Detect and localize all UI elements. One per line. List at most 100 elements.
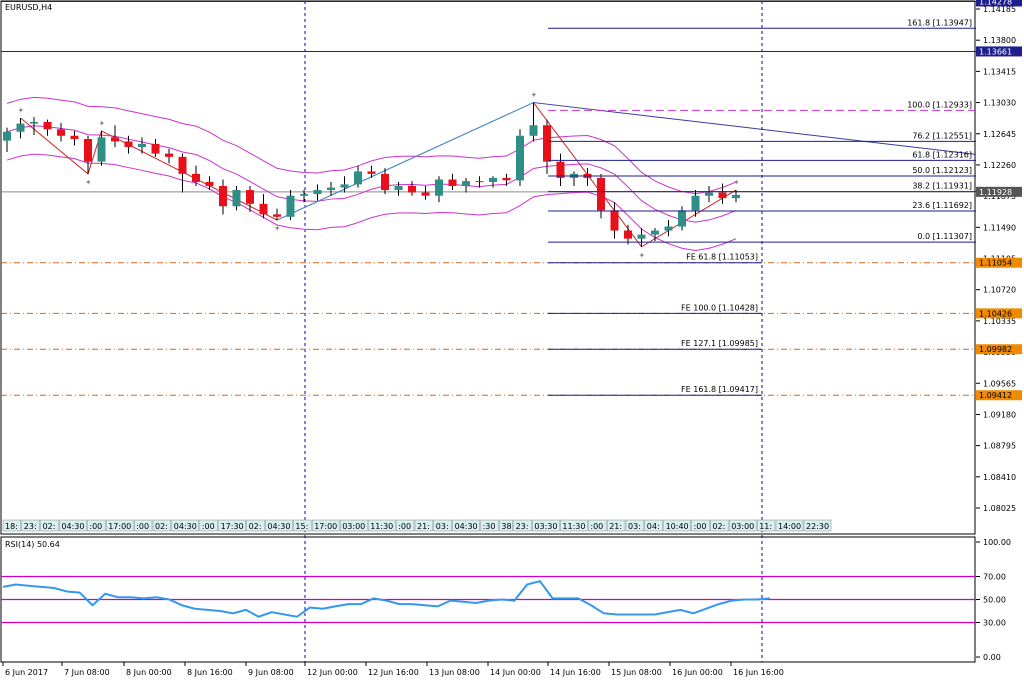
session-label: :00 (590, 522, 603, 531)
session-cell (367, 519, 396, 532)
chart-title: EURUSD,H4 (5, 3, 53, 12)
x-axis-label: 13 Jun 08:00 (429, 668, 480, 677)
session-label: 02: (43, 522, 56, 531)
session-label: 03: (628, 522, 641, 531)
y-axis-label: 1.13800 (983, 36, 1016, 45)
x-axis-label: 16 Jun 00:00 (672, 668, 723, 677)
fibo-level-label: 161.8 [1.13947] (907, 18, 972, 27)
x-axis-label: 9 Jun 08:00 (248, 668, 294, 677)
session-label: 10:40 (666, 522, 689, 531)
bear-candle (259, 203, 268, 215)
fe-price-tag (976, 308, 1022, 319)
fe-price-tag-label: 1.09412 (979, 391, 1012, 400)
bull-candle (529, 125, 538, 136)
session-label: 21: (609, 522, 622, 531)
price-level-tag (976, 46, 1022, 57)
bull-candle (435, 179, 443, 196)
session-cell (171, 519, 200, 532)
session-label: 17:30 (221, 522, 244, 531)
y-axis-label: 1.08795 (983, 442, 1016, 451)
session-label: 11:30 (370, 522, 393, 531)
trend-line (533, 102, 977, 155)
rsi-label: RSI(14) 50.64 (5, 540, 60, 549)
bear-candle (718, 192, 727, 199)
session-label: 18: (5, 522, 18, 531)
session-label: 02: (712, 522, 725, 531)
x-axis-label: 12 Jun 16:00 (368, 668, 419, 677)
session-label: 15: (295, 522, 308, 531)
fe-level-label: FE 127.1 [1.09985] (681, 339, 758, 348)
bear-candle (43, 122, 52, 130)
bull-candle (286, 195, 295, 217)
fibo-level-label: 50.0 [1.12123] (912, 166, 972, 175)
session-label: 22:30 (806, 522, 829, 531)
bull-candle (691, 195, 700, 211)
bull-candle (664, 226, 673, 231)
session-cell (414, 519, 434, 532)
y-axis-label: 1.12260 (983, 161, 1016, 170)
session-cell (265, 519, 293, 532)
session-label: 02: (155, 522, 168, 531)
bull-candle (313, 190, 322, 195)
session-label: 03:00 (731, 522, 754, 531)
y-axis-label: 1.13030 (983, 99, 1016, 108)
rsi-line (2, 579, 771, 618)
session-label: 03:30 (534, 522, 557, 531)
bull-candle (732, 194, 740, 199)
session-label: 04: (647, 522, 660, 531)
x-axis-label: 7 Jun 08:00 (64, 668, 110, 677)
rsi-axis-label: 100.00 (983, 538, 1011, 547)
session-cell (756, 519, 776, 532)
session-cell (87, 519, 106, 532)
session-cell (728, 519, 757, 532)
bull-candle (651, 230, 659, 235)
bull-candle (678, 210, 686, 227)
session-cell (293, 519, 312, 532)
session-cell (105, 519, 134, 532)
session-cell (2, 519, 22, 532)
bear-candle (111, 137, 119, 142)
x-axis-label: 12 Jun 00:00 (307, 668, 358, 677)
swing-marker-icon: ✦ (531, 91, 538, 100)
swing-marker-icon: ✦ (274, 224, 281, 233)
y-axis-label: 1.13415 (983, 67, 1016, 76)
bear-candle (543, 125, 551, 162)
session-cell (663, 519, 691, 532)
bear-candle (610, 210, 619, 231)
bear-candle (192, 173, 200, 182)
swing-marker-icon: ✦ (18, 106, 25, 115)
session-cell (452, 519, 480, 532)
bear-candle (381, 173, 389, 191)
price-level-tag-label: 1.14278 (979, 0, 1012, 6)
fe-price-tag (976, 390, 1022, 401)
bear-candle (70, 135, 79, 140)
bear-candle (597, 177, 605, 211)
y-axis-label: 1.12645 (983, 130, 1016, 139)
x-axis-label: 8 Jun 16:00 (187, 668, 233, 677)
bear-candle (84, 139, 92, 162)
price-level-tag-label: 1.13661 (979, 47, 1012, 56)
session-label: 17:00 (108, 522, 131, 531)
session-cell (625, 519, 645, 532)
session-cell (513, 519, 532, 532)
session-label: 38 (501, 522, 511, 531)
session-label: 23: (24, 522, 37, 531)
fibo-level-label: 23.6 [1.11692] (912, 201, 972, 210)
session-cell (532, 519, 560, 532)
session-cell (480, 519, 499, 532)
swing-marker-icon: ✦ (733, 178, 740, 187)
fe-price-tag-label: 1.09982 (979, 345, 1012, 354)
session-cell (59, 519, 87, 532)
bear-candle (57, 129, 65, 136)
session-cell (152, 519, 172, 532)
y-axis-label: 1.08410 (983, 473, 1016, 482)
bull-candle (516, 135, 524, 181)
session-cell (606, 519, 626, 532)
rsi-axis-label: 50.00 (983, 596, 1006, 605)
bull-candle (394, 185, 403, 191)
zigzag-line (20, 101, 737, 248)
bear-candle (367, 171, 376, 174)
bull-candle (462, 181, 470, 186)
session-cell (199, 519, 218, 532)
